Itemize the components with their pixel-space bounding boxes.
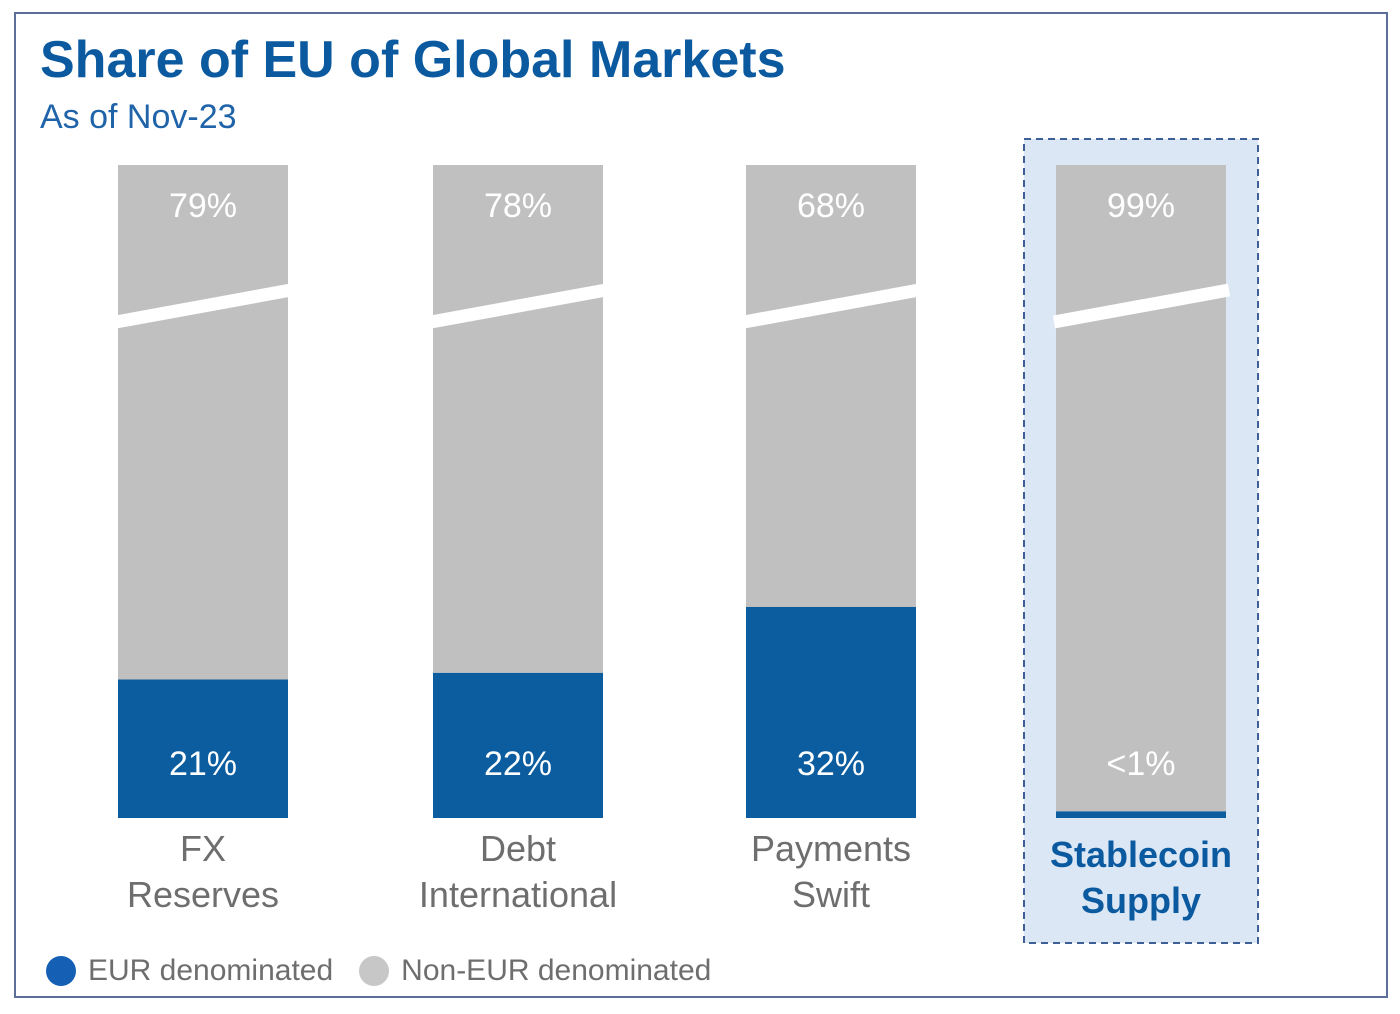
category-label-stablecoin-supply-1: Stablecoin	[1050, 834, 1232, 875]
label-eur-fx-reserves: 21%	[169, 745, 237, 783]
bar-non-eur-stablecoin-supply	[1056, 165, 1226, 812]
category-label-debt-international-1: Debt	[480, 828, 556, 869]
label-non-eur-payments-swift: 68%	[797, 187, 865, 225]
chart-title: Share of EU of Global Markets	[40, 31, 786, 89]
legend-label-eur: EUR denominated	[88, 954, 334, 987]
axis-break-debt-international	[429, 283, 608, 329]
label-eur-payments-swift: 32%	[797, 745, 865, 783]
category-label-payments-swift-2: Swift	[792, 874, 870, 915]
label-non-eur-fx-reserves: 79%	[169, 187, 237, 225]
bar-non-eur-fx-reserves	[118, 165, 288, 680]
category-label-debt-international-2: International	[419, 874, 617, 915]
bar-non-eur-payments-swift	[746, 165, 916, 607]
label-non-eur-debt-international: 78%	[484, 187, 552, 225]
label-eur-debt-international: 22%	[484, 745, 552, 783]
legend-swatch-non-eur	[359, 956, 390, 986]
label-non-eur-stablecoin-supply: 99%	[1107, 187, 1175, 225]
legend-swatch-eur	[46, 956, 76, 986]
axis-break-payments-swift	[742, 283, 921, 329]
legend-item-non-eur: Non-EUR denominated	[359, 954, 711, 988]
category-label-stablecoin-supply-2: Supply	[1081, 880, 1201, 921]
category-label-fx-reserves-1: FX	[180, 828, 226, 869]
category-label-fx-reserves-2: Reserves	[127, 874, 279, 915]
bar-eur-payments-swift	[746, 606, 916, 818]
category-label-payments-swift-1: Payments	[751, 828, 911, 869]
bar-non-eur-debt-international	[433, 165, 603, 673]
bar-eur-stablecoin-supply	[1056, 811, 1226, 818]
chart-frame	[14, 12, 1388, 998]
axis-break-fx-reserves	[114, 283, 293, 329]
bar-eur-debt-international	[433, 672, 603, 818]
chart-subtitle: As of Nov-23	[40, 98, 237, 136]
axis-break-stablecoin-supply	[1052, 283, 1231, 329]
bar-eur-fx-reserves	[118, 679, 288, 818]
label-eur-stablecoin-supply: <1%	[1107, 745, 1176, 783]
legend-item-eur: EUR denominated	[46, 954, 333, 988]
legend: EUR denominated Non-EUR denominated	[46, 954, 737, 988]
legend-label-non-eur: Non-EUR denominated	[401, 954, 712, 987]
